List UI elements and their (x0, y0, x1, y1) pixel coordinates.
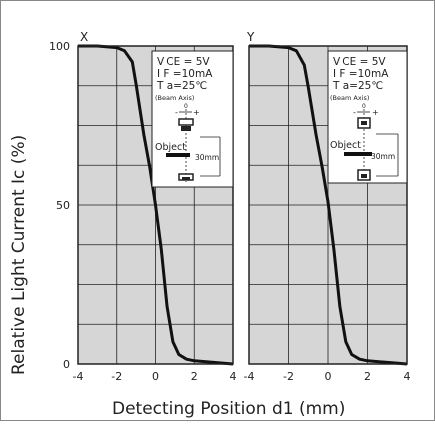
condition-beam-axis-y: (Beam Axis) (330, 94, 369, 102)
condition-if-x: I F =10mA (157, 68, 213, 80)
condition-minus-x: - (175, 108, 178, 117)
plot-border-x (77, 45, 234, 365)
y-axis-title: Relative Light Current Ic (%) (9, 135, 29, 375)
y-tick-label: 0 (63, 358, 70, 371)
condition-ta-y: T a=25℃ (332, 80, 383, 92)
conditions-box-x: V CE = 5V I F =10mA T a=25℃ (Beam Axis) … (151, 50, 234, 188)
emitter-icon-x (178, 118, 194, 126)
x-tick-label: 0 (325, 370, 332, 383)
condition-if-y: I F =10mA (333, 68, 389, 80)
x-tick-label: 4 (404, 370, 411, 383)
condition-minus-y: - (353, 108, 356, 117)
condition-zero-y: 0 (362, 103, 366, 110)
x-axis-title: Detecting Position d1 (mm) (112, 399, 345, 419)
condition-object-y: Object (330, 140, 361, 151)
condition-ta-x: T a=25℃ (156, 80, 207, 92)
emitter-lens-icon-y (361, 121, 367, 125)
condition-beam-axis-x: (Beam Axis) (155, 94, 194, 102)
condition-object-x: Object (155, 142, 186, 153)
y-tick-label: 50 (56, 199, 70, 212)
x-tick-label: 2 (364, 370, 371, 383)
x-tick-label: -2 (111, 370, 122, 383)
condition-vce-x: V CE = 5V (157, 56, 210, 68)
series-line-y (249, 44, 408, 366)
conditions-box-y: V CE = 5V I F =10mA T a=25℃ (Beam Axis) … (327, 50, 408, 184)
x-tick-label: 4 (230, 370, 237, 383)
emitter-lens-icon-x (181, 126, 191, 131)
condition-distance-y: 30mm (371, 152, 395, 161)
x-tick-label: 2 (191, 370, 198, 383)
object-bar-icon-y (344, 152, 372, 156)
object-bar-icon-x (166, 153, 190, 157)
panel-label-y: Y (246, 30, 255, 44)
x-tick-label: 0 (152, 370, 159, 383)
panel-y: Y V CE = 5V I F =10mA T a=25℃ (Beam Axis… (244, 30, 411, 383)
series-line-x (78, 44, 234, 366)
panel-label-x: X (80, 30, 88, 44)
condition-plus-x: + (193, 108, 200, 117)
condition-distance-x: 30mm (195, 153, 219, 162)
x-tick-label: -4 (73, 370, 84, 383)
condition-plus-y: + (372, 108, 379, 117)
x-tick-label: -4 (244, 370, 255, 383)
conditions-background-y (327, 50, 408, 184)
plot-border-y (248, 45, 408, 365)
x-tick-label: -2 (283, 370, 294, 383)
y-tick-label: 100 (49, 40, 70, 53)
condition-vce-y: V CE = 5V (333, 56, 386, 68)
panel-x: X V CE = 5V I F =10mA T a=25℃ (Beam Axis… (49, 30, 237, 383)
detector-lens-icon-y (361, 174, 367, 178)
condition-zero-x: 0 (184, 103, 188, 110)
detector-lens-icon-x (182, 177, 190, 180)
